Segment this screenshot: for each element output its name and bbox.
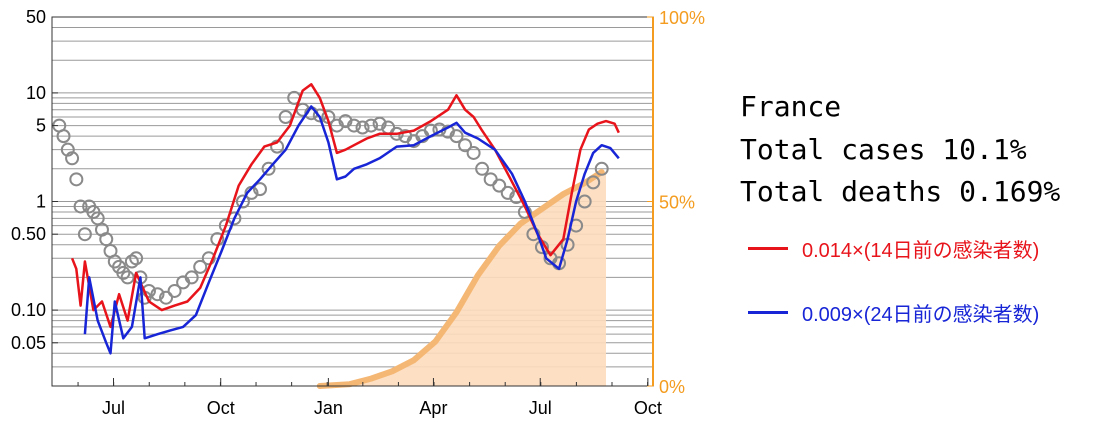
deaths-marker [346,118,361,133]
deaths-marker [526,227,541,242]
deaths-marker [60,142,75,157]
vaccination-area [319,172,606,386]
total-cases-label: Total cases 10.1% [740,133,1027,166]
series-line-blue [83,105,620,355]
deaths-marker [129,251,144,266]
deaths-marker [56,129,71,144]
y-left-tick-label: 0.50 [11,224,46,244]
deaths-marker [235,194,250,209]
y-left-tick-label: 5 [36,116,46,136]
deaths-marker [77,227,92,242]
series-line-red [70,83,620,329]
deaths-marker [159,290,174,305]
deaths-marker [500,185,515,200]
deaths-marker [201,251,216,266]
deaths-marker [116,265,131,280]
deaths-marker [69,172,84,187]
legend-item-red: 0.014×(14日前の感染者数) [748,234,1039,263]
x-tick-label: Jul [529,398,552,418]
deaths-marker [193,259,208,274]
total-deaths-label: Total deaths 0.169% [740,175,1061,208]
deaths-marker [253,182,268,197]
y-right-tick-label: 50% [659,193,695,213]
y-left-tick-label: 50 [26,7,46,27]
legend-item-blue: 0.009×(24日前の感染者数) [748,298,1039,327]
deaths-marker [577,194,592,209]
deaths-marker [372,116,387,131]
chart: 50 10 5 1 0.50 0.10 0.05 100% 50% 0% Jul Oct Jan Apr J… [11,7,705,418]
legend-label-red: 0.014×(14日前の感染者数) [802,240,1040,262]
deaths-marker [483,172,498,187]
deaths-marker [492,178,507,193]
vaccination-line [316,169,605,389]
y-left-tick-label: 0.10 [11,300,46,320]
deaths-marker [475,161,490,176]
deaths-marker [184,270,199,285]
deaths-marker [278,109,293,124]
x-tick-label: Oct [207,398,235,418]
y-right-tick-label: 100% [659,8,705,28]
deaths-marker [586,175,601,190]
legend-swatch-blue [748,311,788,314]
deaths-marker [150,287,165,302]
x-tick-label: Oct [634,398,662,418]
legend-label-blue: 0.009×(24日前の感染者数) [802,304,1040,326]
deaths-marker [65,151,80,166]
x-tick-label: Apr [419,398,447,418]
deaths-marker [73,199,88,214]
deaths-marker [458,138,473,153]
deaths-marker [594,161,609,176]
deaths-marker [167,283,182,298]
y-left-tick-label: 10 [26,83,46,103]
y-left-tick-label: 0.05 [11,333,46,353]
x-tick-label: Jul [102,398,125,418]
deaths-marker [364,118,379,133]
deaths-marker [449,129,464,144]
deaths-marker [99,232,114,247]
x-tick-label: Jan [314,398,343,418]
country-title: France [740,90,842,123]
legend-swatch-red [748,247,788,250]
deaths-marker [355,120,370,135]
deaths-marker [466,145,481,160]
deaths-marker [261,161,276,176]
y-left-tick-label: 1 [36,192,46,212]
y-right-tick-label: 0% [659,377,685,397]
